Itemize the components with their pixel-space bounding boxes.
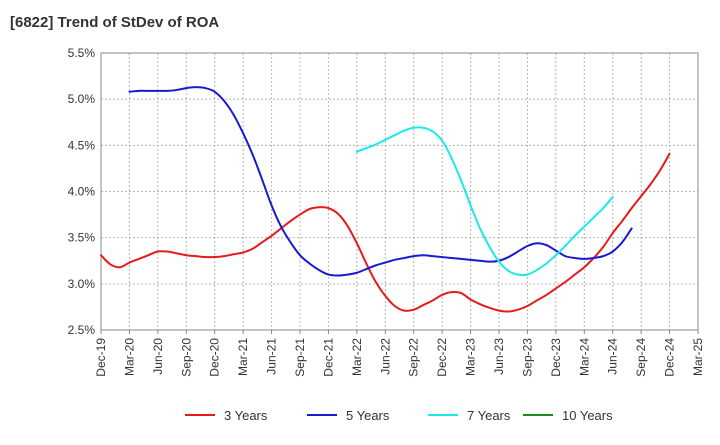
plot-frame [100,52,699,331]
series-line-3-years [100,152,671,313]
x-tick-label: Mar-20 [122,338,136,376]
series-line-5-years [128,86,633,277]
legend-label-10-years: 10 Years [562,408,613,423]
legend-label-7-years: 7 Years [467,408,511,423]
x-tick-label: Dec-23 [549,338,563,377]
x-tick-label: Dec-19 [94,338,108,377]
x-tick-label: Mar-25 [691,338,705,376]
x-tick-label: Jun-22 [378,338,392,375]
axes-layer: 2.5% 3.0% 3.5% 4.0% 4.5% 5.0% 5.5% Dec-19 Mar-20… [68,46,705,377]
y-tick-label: 5.0% [68,92,96,106]
x-tick-label: Jun-21 [265,338,279,375]
x-tick-label: Dec-22 [435,338,449,377]
x-tick-label: Dec-21 [321,338,335,377]
x-tick-label: Mar-24 [577,338,591,376]
x-tick-label: Sep-22 [407,338,421,377]
y-tick-label: 4.5% [68,138,96,152]
x-tick-label: Mar-21 [236,338,250,376]
x-tick-label: Mar-22 [350,338,364,376]
legend: 3 Years 5 Years 7 Years 10 Years [185,408,613,423]
y-tick-label: 4.0% [68,185,96,199]
x-tick-label: Mar-23 [464,338,478,376]
y-tick-label: 2.5% [68,323,96,337]
x-tick-label: Sep-24 [634,338,648,377]
series-layer [100,86,671,313]
series-line-7-years [355,126,614,277]
x-tick-label: Dec-24 [663,338,677,377]
y-tick-label: 3.0% [68,277,96,291]
legend-label-5-years: 5 Years [346,408,390,423]
x-tick-label: Sep-23 [520,338,534,377]
x-tick-label: Jun-24 [606,338,620,375]
chart-title: [6822] Trend of StDev of ROA [10,14,220,31]
legend-label-3-years: 3 Years [224,408,268,423]
y-tick-label: 5.5% [68,46,96,60]
x-tick-label: Sep-21 [293,338,307,377]
grid-layer [101,52,698,330]
x-tick-label: Jun-20 [151,338,165,375]
x-tick-label: Dec-20 [208,338,222,377]
x-tick-label: Jun-23 [492,338,506,375]
y-tick-label: 3.5% [68,231,96,245]
x-tick-label: Sep-20 [179,338,193,377]
